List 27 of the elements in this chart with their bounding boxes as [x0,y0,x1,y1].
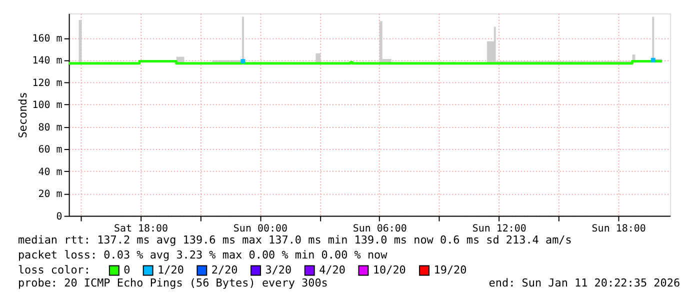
y-tick-label: 60 m [38,144,62,156]
x-tick-label: Sun 12:00 [472,223,526,234]
legend-label: 2/20 [211,264,238,277]
legend-title: loss color: [18,264,90,277]
y-tick-label: 20 m [38,189,62,200]
x-tick-label: Sat 18:00 [114,223,168,234]
text: end: Sun Jan 11 20:22:35 2026 [488,276,680,290]
x-tick-label: Sun 18:00 [592,223,646,234]
y-tick-label: 40 m [38,166,62,178]
legend-label: 4/20 [319,264,346,277]
y-tick-label: 120 m [32,78,62,89]
y-tick-label: 0 [56,211,62,222]
x-tick-label: Sun 06:00 [352,223,407,234]
y-tick-label: 140 m [32,56,62,67]
legend-label: 0 [124,264,130,277]
x-tick-label: Sun 00:00 [233,223,288,234]
y-tick-label: 160 m [32,33,62,44]
y-tick-label: 80 m [38,122,62,134]
text: packet loss: 0.03 % avg 3.23 % max 0.00 % min 0.00 % now [18,248,388,262]
legend-label: 19/20 [434,264,467,277]
y-tick-label: 100 m [32,100,62,112]
legend-label: 10/20 [372,264,406,277]
text: median rtt: 137.2 ms avg 139.6 ms max 137.0 ms min 139.0 ms now 0.6 ms sd 213.4 am/s [18,234,572,247]
legend-label: 1/20 [158,264,184,277]
legend-label: 3/20 [265,264,292,277]
text: probe: 20 ICMP Echo Pings (56 Bytes) every 300s [18,276,328,290]
y-axis-title: Seconds [16,92,30,138]
